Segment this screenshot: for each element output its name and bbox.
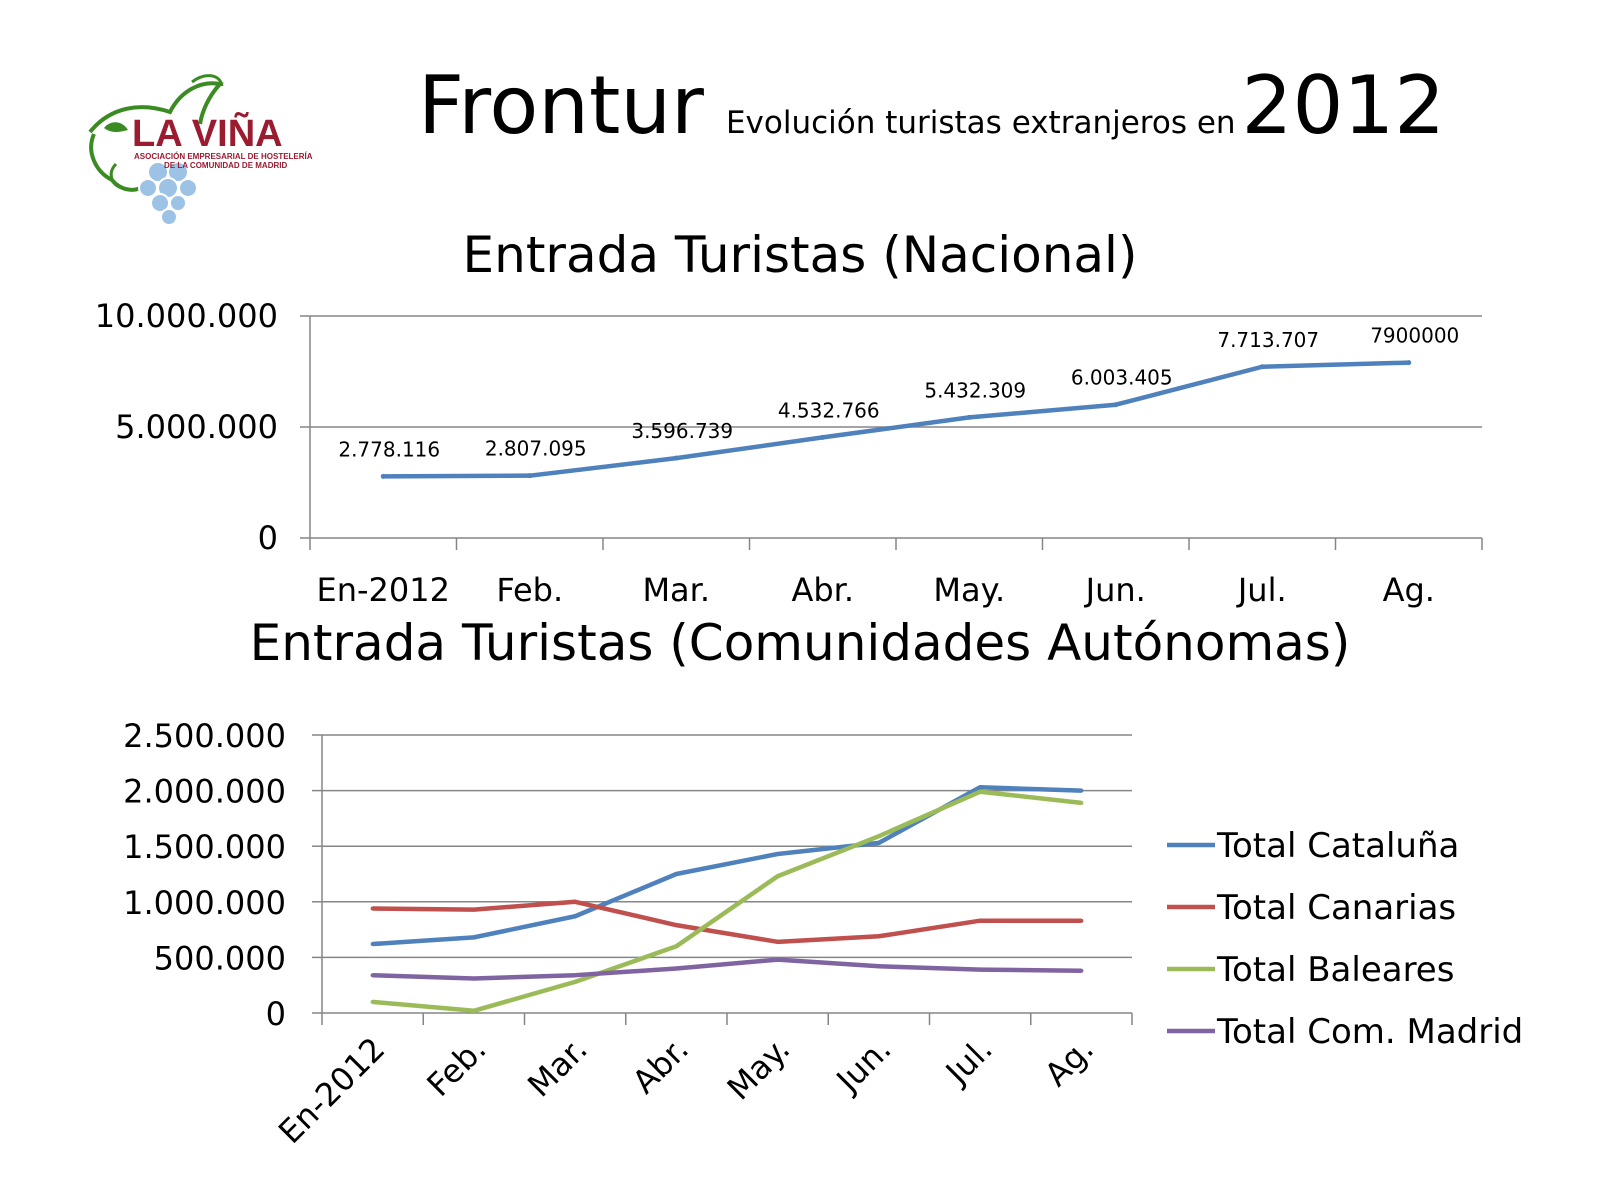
data-point	[674, 944, 679, 949]
data-point	[1079, 788, 1084, 793]
header-subtitle: Evolución turistas extranjeros en	[725, 105, 1236, 141]
data-point	[1406, 360, 1412, 366]
x-tick-label: Ag.	[1037, 1030, 1101, 1094]
x-tick-label: Feb.	[419, 1030, 493, 1104]
data-point	[1079, 968, 1084, 973]
y-tick-label: 10.000.000	[95, 297, 278, 335]
slide-header: Frontur Evolución turistas extranjeros en…	[418, 66, 1445, 146]
x-tick-label: Mar.	[520, 1030, 595, 1105]
data-point	[876, 934, 881, 939]
y-tick-label: 500.000	[154, 939, 286, 977]
x-tick-label: Mar.	[642, 571, 710, 609]
data-point	[876, 964, 881, 969]
data-label: 7.713.707	[1217, 328, 1319, 352]
legend-label: Total Baleares	[1216, 950, 1454, 990]
series-line-national	[383, 360, 1409, 479]
la-vina-logo-graphic: LA VIÑA ASOCIACIÓN EMPRESARIAL DE HOSTEL…	[88, 74, 313, 226]
series-line-3	[372, 789, 1082, 1014]
data-point	[380, 473, 386, 479]
data-point	[820, 434, 826, 440]
data-label: 7900000	[1370, 324, 1459, 348]
data-point	[673, 455, 679, 461]
series-line-1	[372, 785, 1082, 947]
data-point	[573, 899, 578, 904]
data-point	[370, 906, 375, 911]
data-point	[978, 785, 983, 790]
x-tick-label: Jun.	[828, 1030, 899, 1101]
data-label: 3.596.739	[631, 419, 733, 443]
data-point	[775, 874, 780, 879]
series-line-2	[372, 899, 1082, 945]
x-tick-label: Abr.	[791, 571, 854, 609]
data-label: 2.807.095	[485, 437, 587, 461]
logo-line-1: ASOCIACIÓN EMPRESARIAL DE HOSTELERÍA	[134, 152, 313, 161]
legend-label: Total Canarias	[1216, 888, 1456, 928]
series-line-4	[372, 957, 1082, 981]
chart-regions-title: Entrada Turistas (Comunidades Autónomas)	[249, 614, 1351, 672]
data-point	[775, 851, 780, 856]
x-tick-label: Jul.	[937, 1030, 1000, 1093]
data-point	[966, 414, 972, 420]
x-tick-label: Ag.	[1383, 571, 1435, 609]
data-point	[370, 999, 375, 1004]
data-point	[471, 907, 476, 912]
data-point	[527, 473, 533, 479]
chart-national-title: Entrada Turistas (Nacional)	[462, 226, 1138, 284]
data-point	[573, 979, 578, 984]
la-vina-logo: LA VIÑA ASOCIACIÓN EMPRESARIAL DE HOSTEL…	[80, 72, 340, 232]
y-tick-label: 2.000.000	[123, 773, 286, 811]
data-point	[876, 834, 881, 839]
data-label: 5.432.309	[924, 378, 1026, 402]
x-tick-label: Feb.	[496, 571, 563, 609]
y-tick-label: 5.000.000	[115, 408, 278, 446]
logo-line-2: DE LA COMUNIDAD DE MADRID	[164, 161, 287, 170]
data-point	[370, 942, 375, 947]
data-point	[1079, 800, 1084, 805]
header-title: Frontur	[418, 59, 704, 152]
x-tick-label: Jul.	[1236, 571, 1287, 609]
data-point	[1259, 364, 1265, 370]
x-tick-label: En-2012	[271, 1030, 392, 1151]
data-point	[471, 1008, 476, 1013]
y-tick-label: 0	[266, 995, 286, 1033]
data-point	[1113, 402, 1119, 408]
data-point	[573, 914, 578, 919]
data-point	[775, 939, 780, 944]
x-tick-label: May.	[720, 1030, 798, 1108]
data-label: 4.532.766	[778, 398, 880, 422]
data-point	[978, 789, 983, 794]
data-point	[471, 935, 476, 940]
data-label: 6.003.405	[1071, 366, 1173, 390]
x-tick-label: En-2012	[317, 571, 450, 609]
legend-label: Total Com. Madrid	[1216, 1012, 1523, 1052]
y-tick-label: 0	[258, 519, 278, 557]
data-point	[1079, 918, 1084, 923]
data-point	[674, 966, 679, 971]
header-year: 2012	[1241, 59, 1446, 152]
data-point	[674, 923, 679, 928]
x-tick-label: Jun.	[1084, 571, 1146, 609]
data-point	[674, 872, 679, 876]
x-tick-label: May.	[933, 571, 1005, 609]
y-tick-label: 1.500.000	[123, 828, 286, 866]
data-label: 2.778.116	[338, 437, 440, 461]
data-point	[370, 973, 375, 978]
x-tick-label: Abr.	[625, 1030, 696, 1101]
legend-label: Total Cataluña	[1216, 826, 1459, 866]
data-point	[471, 976, 476, 981]
y-tick-label: 1.000.000	[123, 884, 286, 922]
data-point	[775, 957, 780, 962]
data-point	[978, 967, 983, 972]
data-point	[876, 840, 881, 845]
y-tick-label: 2.500.000	[123, 717, 286, 755]
logo-name: LA VIÑA	[132, 111, 283, 155]
data-point	[573, 973, 578, 978]
data-point	[978, 918, 983, 923]
